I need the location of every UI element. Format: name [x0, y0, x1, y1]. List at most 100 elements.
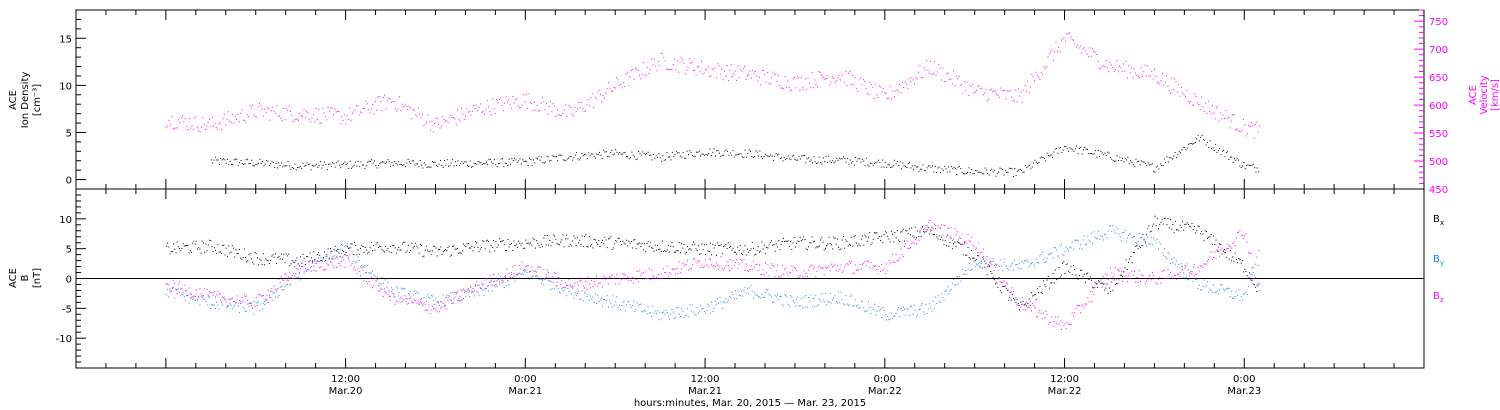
bx-point: [700, 253, 702, 255]
velocity-point: [231, 113, 233, 115]
density-point: [617, 153, 619, 155]
density-point: [679, 155, 681, 157]
bx-point: [273, 256, 275, 258]
bz-point: [796, 269, 798, 271]
velocity-point: [529, 101, 531, 103]
bx-point: [1140, 247, 1141, 249]
density-point: [1103, 154, 1105, 156]
bx-point: [985, 263, 987, 265]
bz-point: [798, 277, 800, 278]
bz-point: [683, 265, 685, 267]
density-point: [444, 160, 445, 162]
bz-point: [665, 272, 667, 274]
bz-point: [659, 278, 661, 280]
bz-point: [992, 260, 994, 262]
bx-point: [1233, 260, 1235, 262]
bx-point: [264, 264, 266, 266]
velocity-point: [434, 123, 436, 124]
density-point: [1122, 157, 1123, 159]
bz-point: [1215, 257, 1217, 259]
by-point: [470, 287, 472, 289]
by-point: [1052, 257, 1054, 259]
by-point: [464, 290, 466, 292]
bz-point: [635, 279, 637, 281]
bx-point: [1017, 303, 1019, 304]
bz-point: [307, 268, 309, 270]
velocity-point: [707, 66, 709, 67]
bx-point: [525, 239, 527, 241]
bz-point: [925, 225, 927, 227]
by-point: [560, 292, 562, 294]
by-point: [452, 291, 454, 293]
bx-point: [430, 253, 432, 255]
bz-point: [1136, 277, 1138, 278]
by-point: [1196, 278, 1198, 280]
bz-point: [197, 299, 198, 300]
bx-point: [911, 227, 913, 229]
by-point: [749, 287, 751, 289]
density-point: [1027, 165, 1029, 167]
density-point: [321, 167, 323, 169]
bx-point: [588, 236, 590, 238]
density-point: [735, 154, 737, 156]
by-point: [697, 312, 699, 314]
by-point: [711, 301, 713, 303]
by-point: [193, 297, 195, 299]
by-point: [1177, 266, 1179, 268]
density-point: [634, 156, 636, 158]
by-point: [923, 311, 925, 313]
bx-point: [544, 235, 546, 236]
velocity-point: [1082, 48, 1084, 50]
bz-point: [222, 296, 224, 298]
velocity-point: [462, 113, 464, 115]
bz-point: [1138, 270, 1140, 272]
by-point: [355, 262, 357, 264]
density-point: [882, 159, 884, 161]
bx-point: [1148, 225, 1150, 227]
bx-point: [192, 242, 194, 244]
by-point: [364, 265, 366, 267]
bx-point: [363, 251, 365, 253]
bx-point: [800, 240, 802, 242]
bx-point: [600, 242, 602, 243]
velocity-point: [907, 88, 909, 90]
bz-point: [852, 272, 854, 274]
bz-point: [364, 272, 366, 274]
velocity-point: [1087, 56, 1089, 58]
bx-point: [1033, 294, 1035, 296]
velocity-point: [980, 88, 982, 90]
velocity-point: [618, 85, 620, 87]
bz-point: [799, 275, 801, 277]
bz-point: [972, 244, 974, 246]
density-point: [665, 159, 667, 161]
bz-point: [969, 240, 971, 242]
bx-point: [1063, 261, 1065, 263]
bx-point: [493, 240, 494, 241]
velocity-point: [1132, 77, 1134, 79]
by-point: [1022, 262, 1024, 264]
velocity-point: [651, 58, 653, 60]
velocity-point: [1007, 90, 1008, 92]
bz-point: [1209, 256, 1211, 258]
density-point: [1057, 152, 1059, 154]
by-point: [277, 296, 279, 298]
bz-point: [1249, 252, 1251, 254]
by-point: [1147, 236, 1149, 238]
density-point: [334, 166, 336, 168]
velocity-point: [330, 107, 332, 109]
velocity-point: [842, 73, 844, 75]
bz-point: [385, 292, 387, 294]
density-point: [607, 156, 609, 157]
bx-point: [1114, 284, 1116, 286]
bz-point: [1216, 250, 1218, 252]
velocity-point: [680, 57, 682, 59]
velocity-point: [225, 124, 227, 126]
bx-point: [697, 245, 699, 247]
by-point: [534, 275, 536, 277]
by-point: [320, 257, 322, 259]
bx-point: [898, 239, 899, 241]
velocity-point: [810, 87, 812, 89]
bz-point: [685, 264, 687, 266]
by-point: [1246, 294, 1248, 295]
by-point: [700, 305, 702, 307]
